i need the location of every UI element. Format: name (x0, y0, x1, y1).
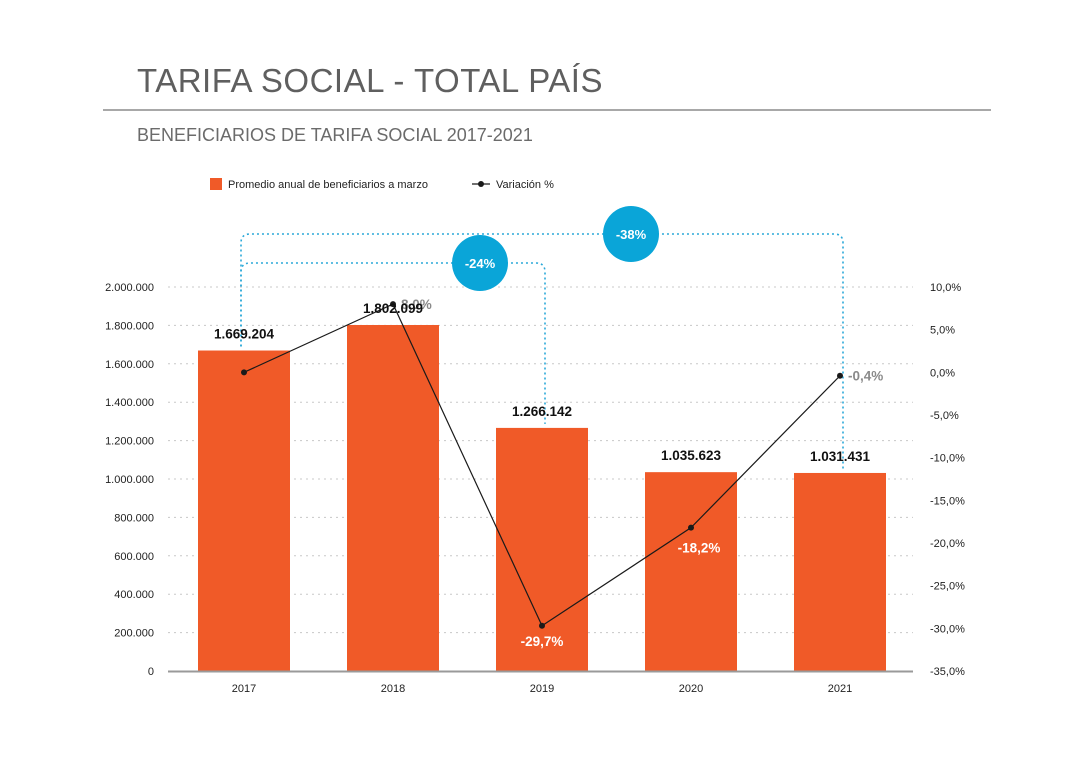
category-label: 2020 (679, 683, 703, 695)
page-title: TARIFA SOCIAL - TOTAL PAÍS (137, 62, 603, 99)
legend-line-marker (478, 181, 484, 187)
variation-point-2018 (390, 301, 396, 308)
variation-label: 8,0% (401, 297, 432, 312)
x-axis-labels: 2017 2018 2019 2020 2021 (232, 683, 852, 695)
variation-connectors (240, 233, 844, 469)
variation-badge (603, 206, 659, 262)
variation-label: -29,7% (521, 634, 564, 649)
variation-badges: -24% -38% (452, 206, 659, 291)
left-tick-label: 1.400.000 (105, 397, 154, 409)
legend-line-label: Variación % (496, 179, 554, 191)
variation-line: 8,0% -29,7% -18,2% -0,4% (241, 297, 883, 649)
right-tick-label: -25,0% (930, 581, 965, 593)
bars (198, 324, 886, 671)
variation-label: -18,2% (678, 541, 721, 556)
category-label: 2018 (381, 683, 405, 695)
bar-2017 (198, 350, 290, 671)
left-tick-label: 1.200.000 (105, 436, 154, 448)
legend: Promedio anual de beneficiarios a marzo … (210, 178, 554, 191)
right-tick-label: 5,0% (930, 325, 955, 337)
bar-value-label: 1.266.142 (512, 404, 572, 419)
legend-bar-label: Promedio anual de beneficiarios a marzo (228, 179, 428, 191)
variation-label: -0,4% (848, 369, 883, 384)
right-tick-label: -10,0% (930, 453, 965, 465)
variation-badge-label: -38% (616, 227, 647, 242)
bar-2018 (347, 324, 439, 671)
bar-value-labels: 1.669.204 1.802.099 1.266.142 1.035.623 1.03… (214, 301, 871, 464)
variation-badge (452, 235, 508, 291)
left-tick-label: 1.000.000 (105, 474, 154, 486)
left-tick-label: 800.000 (114, 512, 154, 524)
bar-value-label: 1.669.204 (214, 327, 275, 342)
variation-badge-label: -24% (465, 256, 496, 271)
variation-point-2021 (837, 372, 843, 379)
variation-connector (240, 233, 844, 469)
left-tick-label: 400.000 (114, 589, 154, 601)
left-axis: 0 200.000 400.000 600.000 800.000 1.000.000 1.… (105, 282, 154, 678)
category-label: 2021 (828, 683, 852, 695)
left-tick-label: 0 (148, 666, 154, 678)
left-tick-label: 200.000 (114, 628, 154, 640)
right-tick-label: -5,0% (930, 410, 959, 422)
bar-2020 (645, 472, 737, 671)
right-tick-label: -20,0% (930, 538, 965, 550)
left-tick-label: 600.000 (114, 551, 154, 563)
variation-connector (240, 262, 546, 424)
right-axis: 10,0% 5,0% 0,0% -5,0% -10,0% -15,0% -20,0% -25,… (930, 282, 965, 678)
category-label: 2017 (232, 683, 256, 695)
title-divider (103, 109, 991, 111)
bar-2019 (496, 427, 588, 671)
variation-point-2020 (688, 524, 694, 531)
variation-point-2017 (241, 369, 247, 376)
right-tick-label: 10,0% (930, 282, 961, 294)
left-tick-label: 1.600.000 (105, 359, 154, 371)
chart-subtitle: BENEFICIARIOS DE TARIFA SOCIAL 2017-2021 (137, 125, 533, 145)
category-label: 2019 (530, 683, 554, 695)
bar-value-label: 1.802.099 (363, 301, 423, 316)
right-tick-label: -30,0% (930, 623, 965, 635)
legend-bar-swatch (210, 178, 222, 190)
right-tick-label: 0,0% (930, 367, 955, 379)
bar-2021 (794, 472, 886, 671)
left-tick-label: 1.800.000 (105, 320, 154, 332)
bar-value-label: 1.035.623 (661, 448, 722, 463)
right-tick-label: -35,0% (930, 666, 965, 678)
left-tick-label: 2.000.000 (105, 282, 154, 294)
right-tick-label: -15,0% (930, 495, 965, 507)
variation-point-2019 (539, 622, 545, 629)
bar-value-label: 1.031.431 (810, 449, 871, 464)
